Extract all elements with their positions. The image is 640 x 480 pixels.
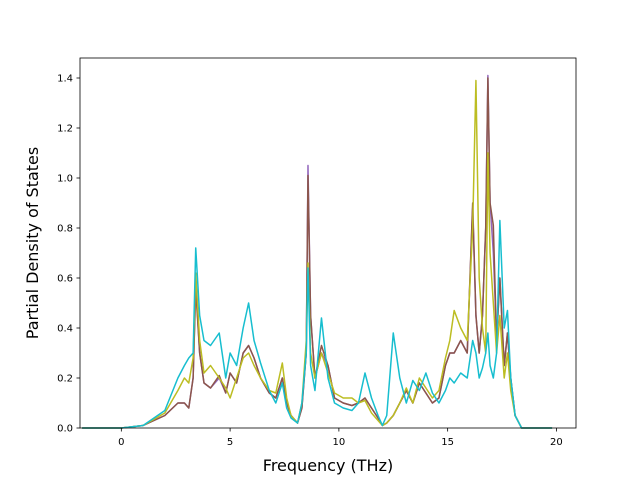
y-axis: 0.0 0.2 0.4 0.6 0.8 1.0 1.2 1.4 [57, 74, 80, 435]
y-axis-title: Partial Density of States [23, 147, 42, 339]
x-axis: 0 5 10 15 20 [118, 428, 563, 448]
y-tick-label: 0.8 [57, 224, 73, 235]
y-tick-label: 0.2 [57, 374, 73, 385]
x-tick-label: 20 [550, 437, 563, 448]
series-layer [82, 74, 553, 429]
y-tick-label: 1.2 [57, 124, 73, 135]
x-tick-label: 15 [441, 437, 454, 448]
x-tick-label: 0 [118, 437, 124, 448]
y-tick-label: 1.4 [57, 74, 73, 85]
y-tick-label: 0.0 [57, 424, 73, 435]
series-line-3 [82, 79, 553, 429]
y-tick-label: 0.6 [57, 274, 73, 285]
y-tick-label: 1.0 [57, 174, 73, 185]
y-tick-label: 0.4 [57, 324, 73, 335]
x-tick-label: 10 [333, 437, 346, 448]
x-axis-title: Frequency (THz) [263, 456, 393, 475]
x-tick-label: 5 [227, 437, 233, 448]
series-line-2 [82, 77, 553, 429]
plot-frame [79, 57, 577, 429]
series-line-4 [82, 219, 553, 429]
